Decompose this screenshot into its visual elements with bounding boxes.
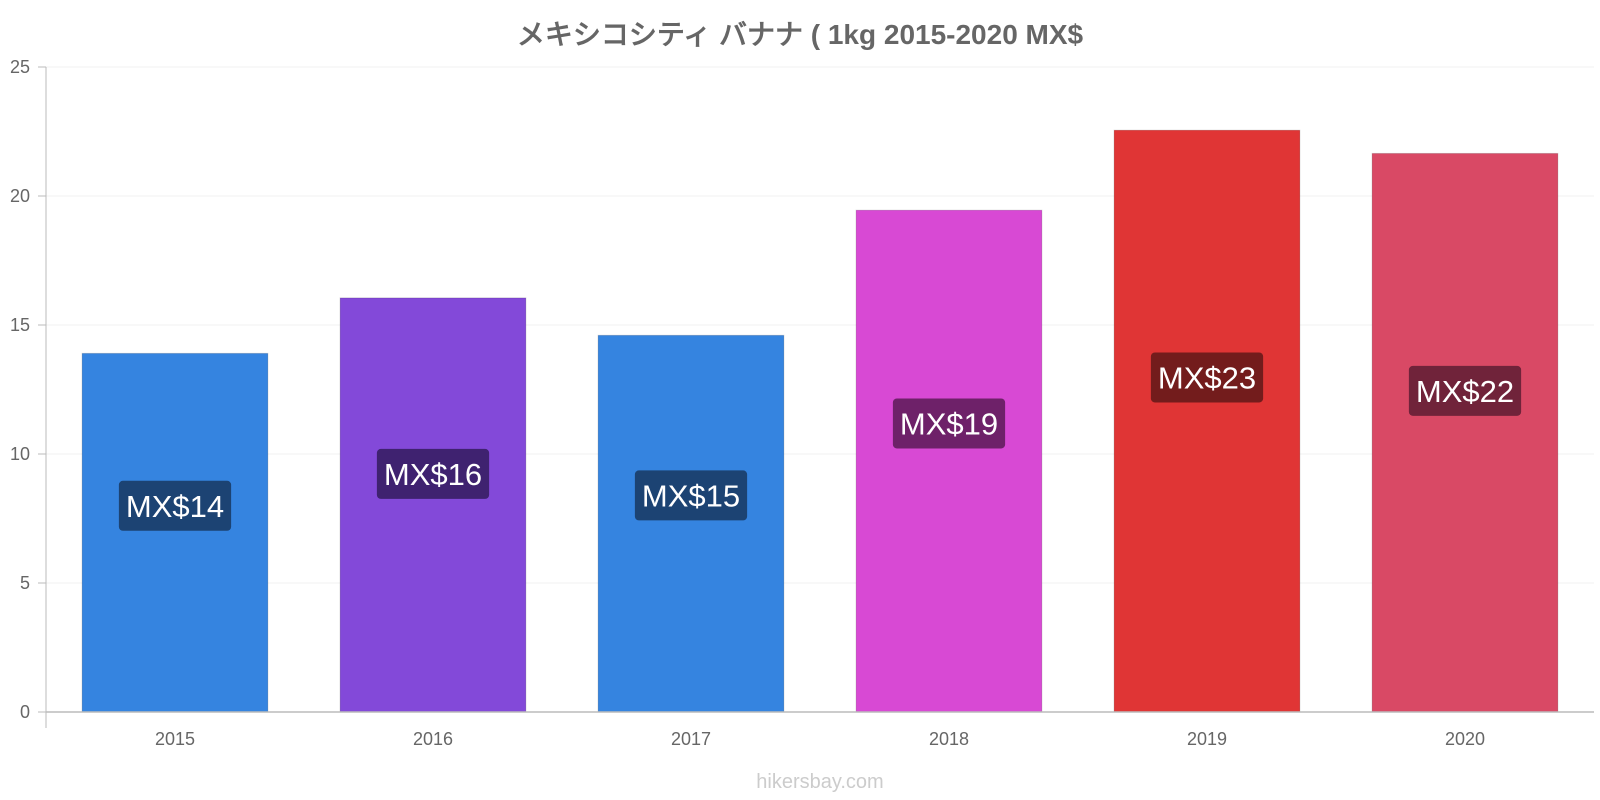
data-label-background (1408, 365, 1522, 416)
data-label-background (376, 448, 490, 499)
data-label-text: MX$19 (900, 406, 998, 441)
data-label-background (118, 480, 232, 531)
bar-2016 (339, 297, 527, 713)
x-axis: 2015 2016 2017 2018 2019 2020 (46, 711, 1594, 749)
data-label-2019: MX$23 (1150, 352, 1264, 403)
x-tick-label: 2018 (929, 729, 969, 749)
data-label-text: MX$16 (384, 457, 482, 492)
data-label-2015: MX$14 (118, 480, 232, 531)
data-label-text: MX$23 (1158, 360, 1256, 395)
x-tick-label: 2017 (671, 729, 711, 749)
bars (81, 129, 1559, 713)
data-label-background (1150, 352, 1264, 403)
y-tick-label: 10 (10, 444, 30, 464)
data-label-text: MX$15 (642, 478, 740, 513)
data-label-2017: MX$15 (634, 470, 748, 521)
y-axis: 0 5 10 15 20 25 (10, 57, 47, 728)
data-label-2016: MX$16 (376, 448, 490, 499)
bar-2020 (1371, 152, 1559, 713)
bar-2018 (855, 209, 1043, 713)
x-tick-label: 2020 (1445, 729, 1485, 749)
data-label-background (892, 398, 1006, 449)
data-label-text: MX$14 (126, 489, 224, 524)
y-tick-label: 15 (10, 315, 30, 335)
bar-2017 (597, 334, 785, 713)
y-tick-label: 5 (20, 573, 30, 593)
data-label-2020: MX$22 (1408, 365, 1522, 416)
data-labels: MX$14 MX$16 MX$15 MX$19 MX$23 MX$22 (118, 352, 1522, 531)
x-tick-label: 2016 (413, 729, 453, 749)
bar-2015 (81, 352, 269, 713)
y-tick-label: 25 (10, 57, 30, 77)
data-label-background (634, 470, 748, 521)
chart-title: メキシコシティ バナナ ( 1kg 2015-2020 MX$ (517, 19, 1084, 50)
x-tick-label: 2015 (155, 729, 195, 749)
grid-lines (46, 66, 1594, 584)
watermark: hikersbay.com (756, 771, 883, 793)
data-label-text: MX$22 (1416, 374, 1514, 409)
y-tick-label: 20 (10, 186, 30, 206)
data-label-2018: MX$19 (892, 398, 1006, 449)
bar-2019 (1113, 129, 1301, 713)
y-tick-label: 0 (20, 702, 30, 722)
x-tick-label: 2019 (1187, 729, 1227, 749)
